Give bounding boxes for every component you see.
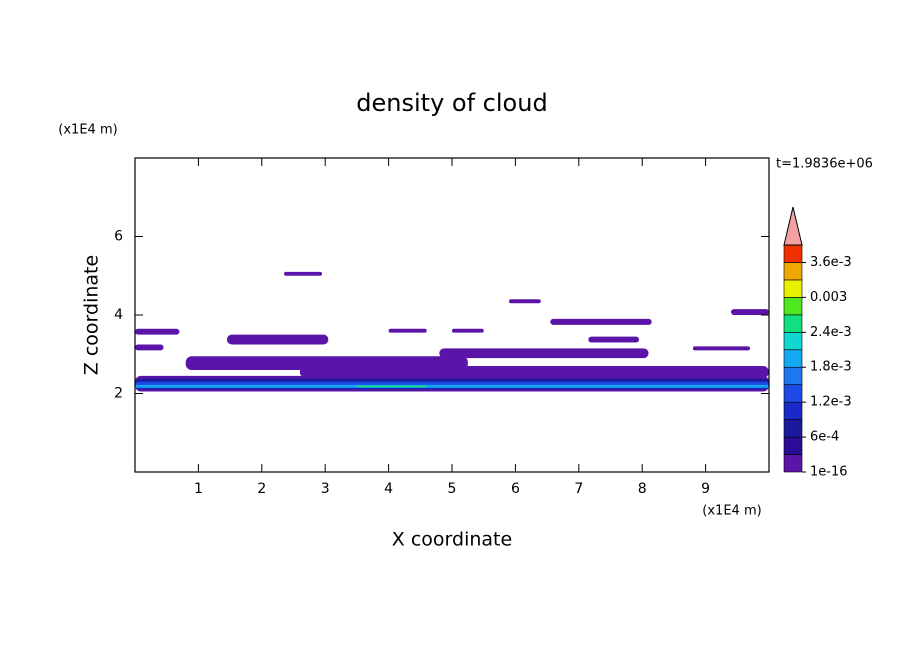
colorbar-band (783, 349, 803, 368)
x-tick-label: 9 (701, 481, 710, 497)
colorbar-band (783, 279, 803, 298)
colorbar-band (783, 419, 803, 438)
colorbar-tick-label: 6e-4 (810, 430, 839, 445)
cloud-region (550, 318, 652, 325)
colorbar-band (783, 401, 803, 420)
colorbar-tick-label: 3.6e-3 (810, 255, 852, 270)
y-tick-label: 6 (114, 229, 123, 245)
y-tick-label: 2 (114, 386, 123, 402)
x-axis-title: X coordinate (392, 529, 512, 551)
colorbar-band (783, 384, 803, 403)
cloud-region (185, 356, 468, 370)
cloud-region (692, 346, 750, 351)
x-tick-label: 5 (448, 481, 457, 497)
x-tick-label: 6 (511, 481, 520, 497)
colorbar-tick-label: 1e-16 (810, 465, 848, 480)
x-tick-label: 2 (257, 481, 266, 497)
cloud-region (439, 348, 649, 359)
colorbar-band (783, 436, 803, 455)
colorbar-band (783, 244, 803, 263)
x-tick-label: 8 (638, 481, 647, 497)
colorbar-tick-label: 1.2e-3 (810, 395, 852, 410)
cloud-region (588, 336, 640, 343)
colorbar-band (783, 262, 803, 281)
colorbar-tick-label: 1.8e-3 (810, 360, 852, 375)
x-unit: (x1E4 m) (702, 504, 761, 519)
colorbar-band (783, 297, 803, 316)
cloud-region (135, 384, 769, 388)
chart-title: density of cloud (356, 89, 547, 117)
colorbar-tick-label: 2.4e-3 (810, 325, 852, 340)
y-tick-label: 4 (114, 307, 123, 323)
time-label: t=1.9836e+06 (776, 157, 873, 172)
colorbar-band (783, 454, 803, 473)
colorbar-band (783, 366, 803, 385)
cloud-region (226, 334, 329, 345)
y-unit: (x1E4 m) (58, 123, 117, 138)
cloud-region (356, 385, 427, 388)
colorbar-band (783, 332, 803, 351)
cloud-region (509, 299, 541, 304)
cloud-region (135, 328, 180, 335)
cloud-region (452, 328, 484, 333)
cloud-region (730, 309, 769, 315)
colorbar-band (783, 314, 803, 333)
colorbar-extension (783, 206, 803, 246)
x-tick-label: 7 (574, 481, 583, 497)
x-tick-label: 4 (384, 481, 393, 497)
x-tick-label: 3 (321, 481, 330, 497)
y-axis-title: Z coordinate (81, 255, 103, 375)
cloud-region (388, 328, 427, 333)
x-tick-label: 1 (194, 481, 203, 497)
cloud-region (283, 271, 323, 276)
colorbar-tick-label: 0.003 (810, 290, 847, 305)
cloud-region (135, 344, 164, 351)
